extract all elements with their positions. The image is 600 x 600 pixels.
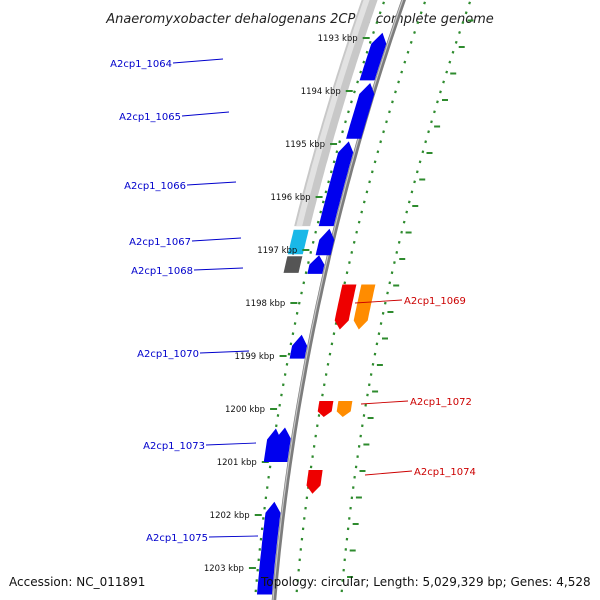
gene-a2cp1-1074-leader (364, 470, 413, 476)
gene-a2cp1-1073-leader (205, 442, 257, 446)
gene-a2cp1-1069-leader (354, 299, 403, 304)
topology-text: Topology: circular; Length: 5,029,329 bp… (261, 575, 591, 589)
gene-a2cp1-1069-arrow[interactable] (334, 284, 357, 330)
gene-a2cp1-1067-label[interactable]: A2cp1_1067 (129, 237, 191, 248)
gene-a2cp1-1066-arrow[interactable] (318, 141, 354, 227)
kbp-tick-label: 1198 kbp (245, 299, 285, 309)
gene-a2cp1-1069-label[interactable]: A2cp1_1069 (404, 296, 466, 307)
kbp-tick-label: 1196 kbp (271, 193, 311, 203)
gene-a2cp1-1070-leader (199, 350, 250, 354)
kbp-tick-label: 1199 kbp (235, 352, 275, 362)
gene-a2cp1-1074-label[interactable]: A2cp1_1074 (414, 467, 476, 478)
gene-a2cp1-1064-arrow[interactable] (359, 32, 387, 81)
gene-highlight-cyan (287, 229, 309, 255)
gene-a2cp1-1072-leader (360, 400, 409, 405)
gene-a2cp1-1070-arrow[interactable] (289, 334, 308, 359)
gene-a2cp1-1070-label[interactable]: A2cp1_1070 (137, 349, 199, 360)
gene-a2cp1-1068-label[interactable]: A2cp1_1068 (131, 266, 193, 277)
kbp-tick-label: 1195 kbp (285, 140, 325, 150)
gene-a2cp1-1073-arrow-b[interactable] (263, 428, 282, 463)
gene-a2cp1-1065-arrow[interactable] (346, 83, 375, 139)
kbp-tick-label: 1197 kbp (257, 246, 297, 256)
feature-layer (257, 32, 387, 595)
gene-a2cp1-1073-label[interactable]: A2cp1_1073 (143, 441, 205, 452)
gene-a2cp1-1074-arrow[interactable] (306, 470, 323, 494)
kbp-tick-label: 1203 kbp (204, 564, 244, 574)
gene-a2cp1-1075-arrow[interactable] (257, 501, 281, 595)
gene-highlight-gray (283, 256, 303, 273)
kbp-tick-label: 1194 kbp (301, 87, 341, 97)
gene-a2cp1-1068-arrow[interactable] (307, 255, 325, 274)
gene-a2cp1-1075-leader (208, 535, 259, 538)
gene-a2cp1-1064-leader (172, 58, 224, 64)
operon-band-highlight (296, 0, 370, 227)
map-title: Anaeromyxobacter dehalogenans 2CP-1, com… (105, 12, 494, 27)
gene-a2cp1-1065-leader (181, 111, 230, 117)
kbp-tick-label: 1201 kbp (217, 458, 257, 468)
kbp-tick-label: 1202 kbp (210, 511, 250, 521)
accession-text: Accession: NC_011891 (9, 575, 146, 589)
gene-a2cp1-1066-label[interactable]: A2cp1_1066 (124, 181, 186, 192)
kbp-tick-label: 1200 kbp (225, 405, 265, 415)
gene-a2cp1-1072-label[interactable]: A2cp1_1072 (410, 397, 472, 408)
gene-a2cp1-1072-arrow-b[interactable] (336, 401, 353, 417)
label-layer: 1193 kbp 1194 kbp 1195 kbp 1196 kbp 1197 kbp… (110, 34, 476, 574)
gene-a2cp1-1067-arrow[interactable] (315, 228, 335, 256)
gene-a2cp1-1064-label[interactable]: A2cp1_1064 (110, 59, 172, 70)
gene-a2cp1-1068-leader (193, 267, 244, 271)
gene-a2cp1-1072-arrow[interactable] (317, 401, 334, 417)
gene-a2cp1-1066-leader (186, 181, 237, 186)
gene-a2cp1-1069-arrow-b[interactable] (353, 284, 376, 330)
gene-a2cp1-1067-leader (191, 237, 242, 242)
gene-a2cp1-1075-label[interactable]: A2cp1_1075 (146, 533, 208, 544)
gene-a2cp1-1065-label[interactable]: A2cp1_1065 (119, 112, 181, 123)
kbp-tick-label: 1193 kbp (318, 34, 358, 44)
